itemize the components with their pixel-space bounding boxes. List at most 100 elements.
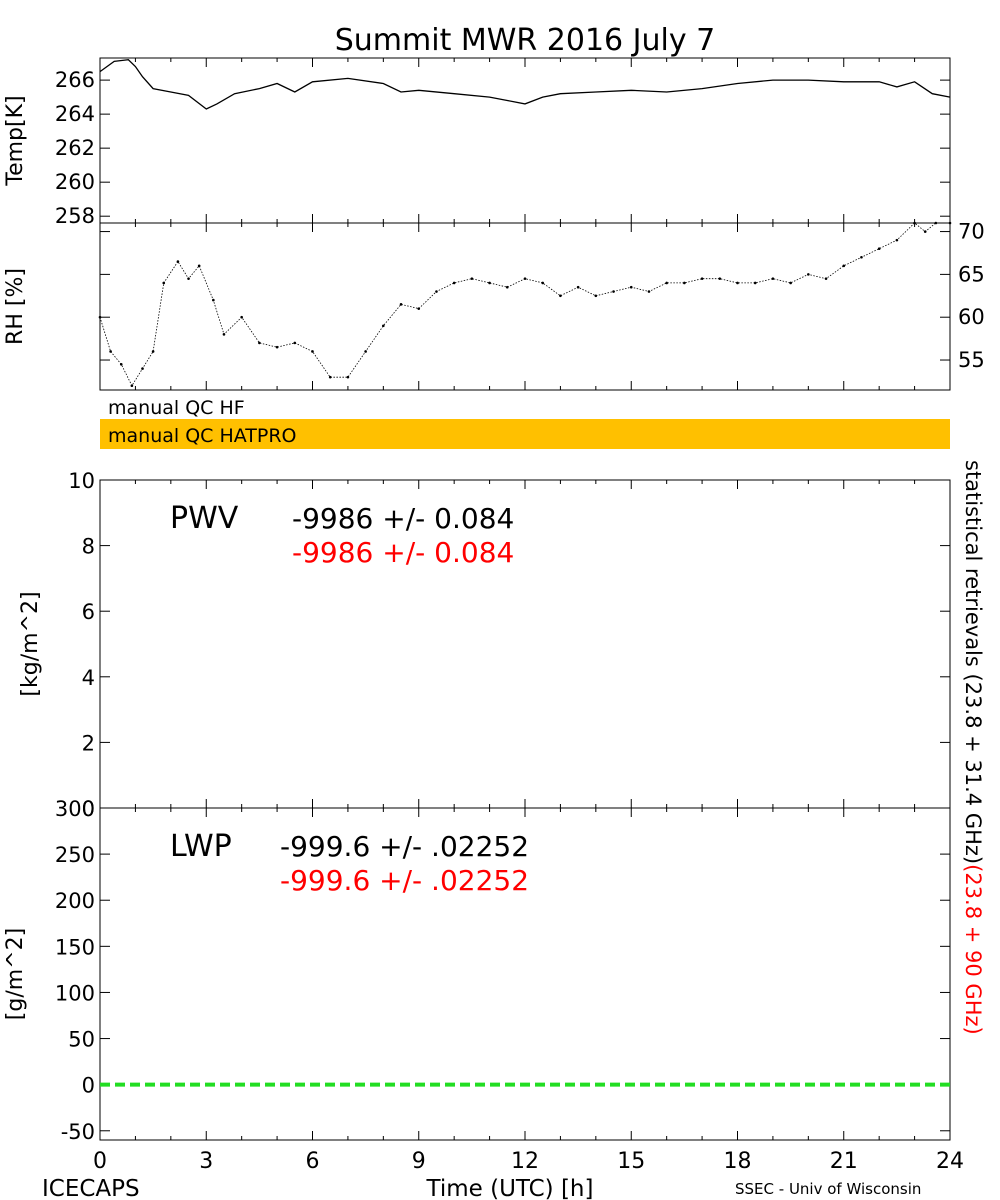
- rh-data-point: [346, 375, 350, 379]
- footer-right-credit: SSEC - Univ of Wisconsin: [735, 1180, 921, 1198]
- rh-data-point: [435, 290, 438, 293]
- x-tick-label: 18: [724, 1149, 752, 1174]
- rh-data-point: [275, 345, 279, 349]
- temp-series-line: [99, 59, 951, 110]
- temp-y-tick-label: 264: [55, 102, 95, 126]
- rh-y-tick-label: 70: [958, 220, 985, 244]
- rh-data-point: [470, 277, 474, 280]
- rh-data-point: [789, 281, 792, 285]
- rh-data-point: [176, 260, 180, 263]
- rh-data-point: [364, 350, 367, 353]
- lwp-y-tick-label: 100: [55, 981, 95, 1005]
- rh-data-point: [162, 281, 166, 285]
- chart-title: Summit MWR 2016 July 7: [335, 23, 716, 58]
- x-axis-label: Time (UTC) [h]: [426, 1176, 594, 1200]
- rh-data-point: [807, 273, 810, 276]
- rh-data-point: [488, 281, 491, 285]
- lwp-annotation-value-black: -999.6 +/- .02252: [280, 830, 529, 863]
- rh-data-point: [141, 367, 144, 370]
- rh-data-point: [119, 363, 123, 366]
- x-tick-label: 21: [830, 1149, 858, 1174]
- rh-data-point: [594, 294, 598, 298]
- rh-data-point: [130, 384, 134, 388]
- rh-data-point: [700, 277, 704, 280]
- rh-data-point: [541, 281, 545, 285]
- rh-data-point: [665, 281, 668, 285]
- pwv-y-tick-label: 6: [82, 600, 95, 624]
- qc-hatpro-bar: [100, 419, 950, 449]
- x-tick-label: 12: [511, 1149, 539, 1174]
- pwv-y-tick-label: 8: [82, 535, 95, 559]
- pwv-y-axis-label: [kg/m^2]: [18, 591, 43, 696]
- lwp-y-tick-label: 200: [55, 889, 95, 913]
- lwp-y-axis-label: [g/m^2]: [3, 928, 28, 1020]
- rh-data-point: [647, 290, 651, 293]
- temp-y-tick-label: 258: [55, 204, 95, 228]
- lwp-y-tick-label: 250: [55, 843, 95, 867]
- rh-data-point: [824, 277, 828, 280]
- rh-data-point: [197, 264, 201, 268]
- rh-data-point: [258, 341, 261, 345]
- rh-series-trace: [99, 222, 950, 387]
- rh-data-point: [753, 281, 757, 285]
- rh-data-point: [948, 221, 952, 225]
- x-tick-label: 9: [412, 1149, 426, 1174]
- rh-data-point: [505, 285, 509, 289]
- rh-data-point: [187, 277, 190, 280]
- x-tick-label: 24: [936, 1149, 964, 1174]
- lwp-y-tick-label: -50: [61, 1120, 95, 1144]
- lwp-y-tick-label: 150: [55, 935, 95, 959]
- lwp-y-tick-label: 50: [68, 1028, 95, 1052]
- relative-humidity-panel: 55 60 65 70 RH [%]: [3, 220, 985, 391]
- rh-data-point: [311, 350, 314, 353]
- rh-data-point: [523, 277, 527, 280]
- x-tick-label: 15: [617, 1149, 645, 1174]
- rh-data-point: [860, 255, 863, 259]
- rh-data-point: [736, 281, 739, 285]
- rh-y-tick-label: 55: [958, 348, 985, 372]
- rh-y-axis-label: RH [%]: [3, 268, 28, 345]
- rh-data-point: [417, 307, 421, 310]
- rh-data-point: [151, 350, 155, 353]
- pwv-annotation-name: PWV: [170, 501, 239, 536]
- rh-data-point: [98, 315, 102, 319]
- rh-data-point: [718, 277, 722, 280]
- footer-left-label: ICECAPS: [42, 1176, 140, 1200]
- lwp-y-tick-label: 300: [55, 797, 95, 821]
- temp-y-axis-label: Temp[K]: [3, 95, 28, 186]
- rh-data-point: [109, 350, 112, 353]
- rh-y-tick-label: 60: [958, 305, 985, 329]
- rh-data-point: [877, 247, 881, 250]
- pwv-y-tick-label: 2: [82, 731, 95, 755]
- rh-data-point: [576, 285, 580, 289]
- pwv-annotation-value-black: -9986 +/- 0.084: [292, 502, 514, 535]
- pwv-annotation-value-red: -9986 +/- 0.084: [292, 536, 514, 569]
- rh-data-point: [212, 298, 215, 302]
- rh-data-point: [842, 264, 846, 268]
- temp-frame: [99, 57, 951, 224]
- rh-data-point: [771, 277, 775, 280]
- rh-frame: [99, 222, 951, 391]
- temperature-panel: 258 260 262 264 266 Temp[K]: [3, 57, 951, 228]
- rh-data-point: [452, 281, 456, 285]
- rh-data-point: [559, 294, 562, 298]
- temp-y-tick-label: 260: [55, 170, 95, 194]
- qc-section: manual QC HF manual QC HATPRO: [100, 397, 950, 449]
- x-tick-label: 0: [93, 1149, 107, 1174]
- qc-hatpro-label: manual QC HATPRO: [108, 425, 297, 447]
- pwv-y-tick-label: 0: [82, 797, 95, 821]
- x-tick-label: 6: [306, 1149, 320, 1174]
- side-label-black: statistical retrievals (23.8 + 31.4 GHz): [961, 460, 985, 864]
- lwp-annotation-name: LWP: [170, 829, 232, 864]
- pwv-y-tick-label: 10: [68, 469, 95, 493]
- x-tick-label: 3: [199, 1149, 213, 1174]
- rh-data-point: [934, 221, 938, 225]
- pwv-panel: 0 2 4 6 8 10 [kg/m^2] PWV -9986 +/- 0.084-9986 +…: [18, 469, 951, 821]
- rh-data-point: [240, 315, 243, 319]
- rh-data-point: [293, 341, 297, 345]
- rh-data-point: [913, 221, 916, 225]
- pwv-y-tick-label: 4: [82, 666, 95, 690]
- lwp-annotation-value-red: -999.6 +/- .02252: [280, 864, 529, 897]
